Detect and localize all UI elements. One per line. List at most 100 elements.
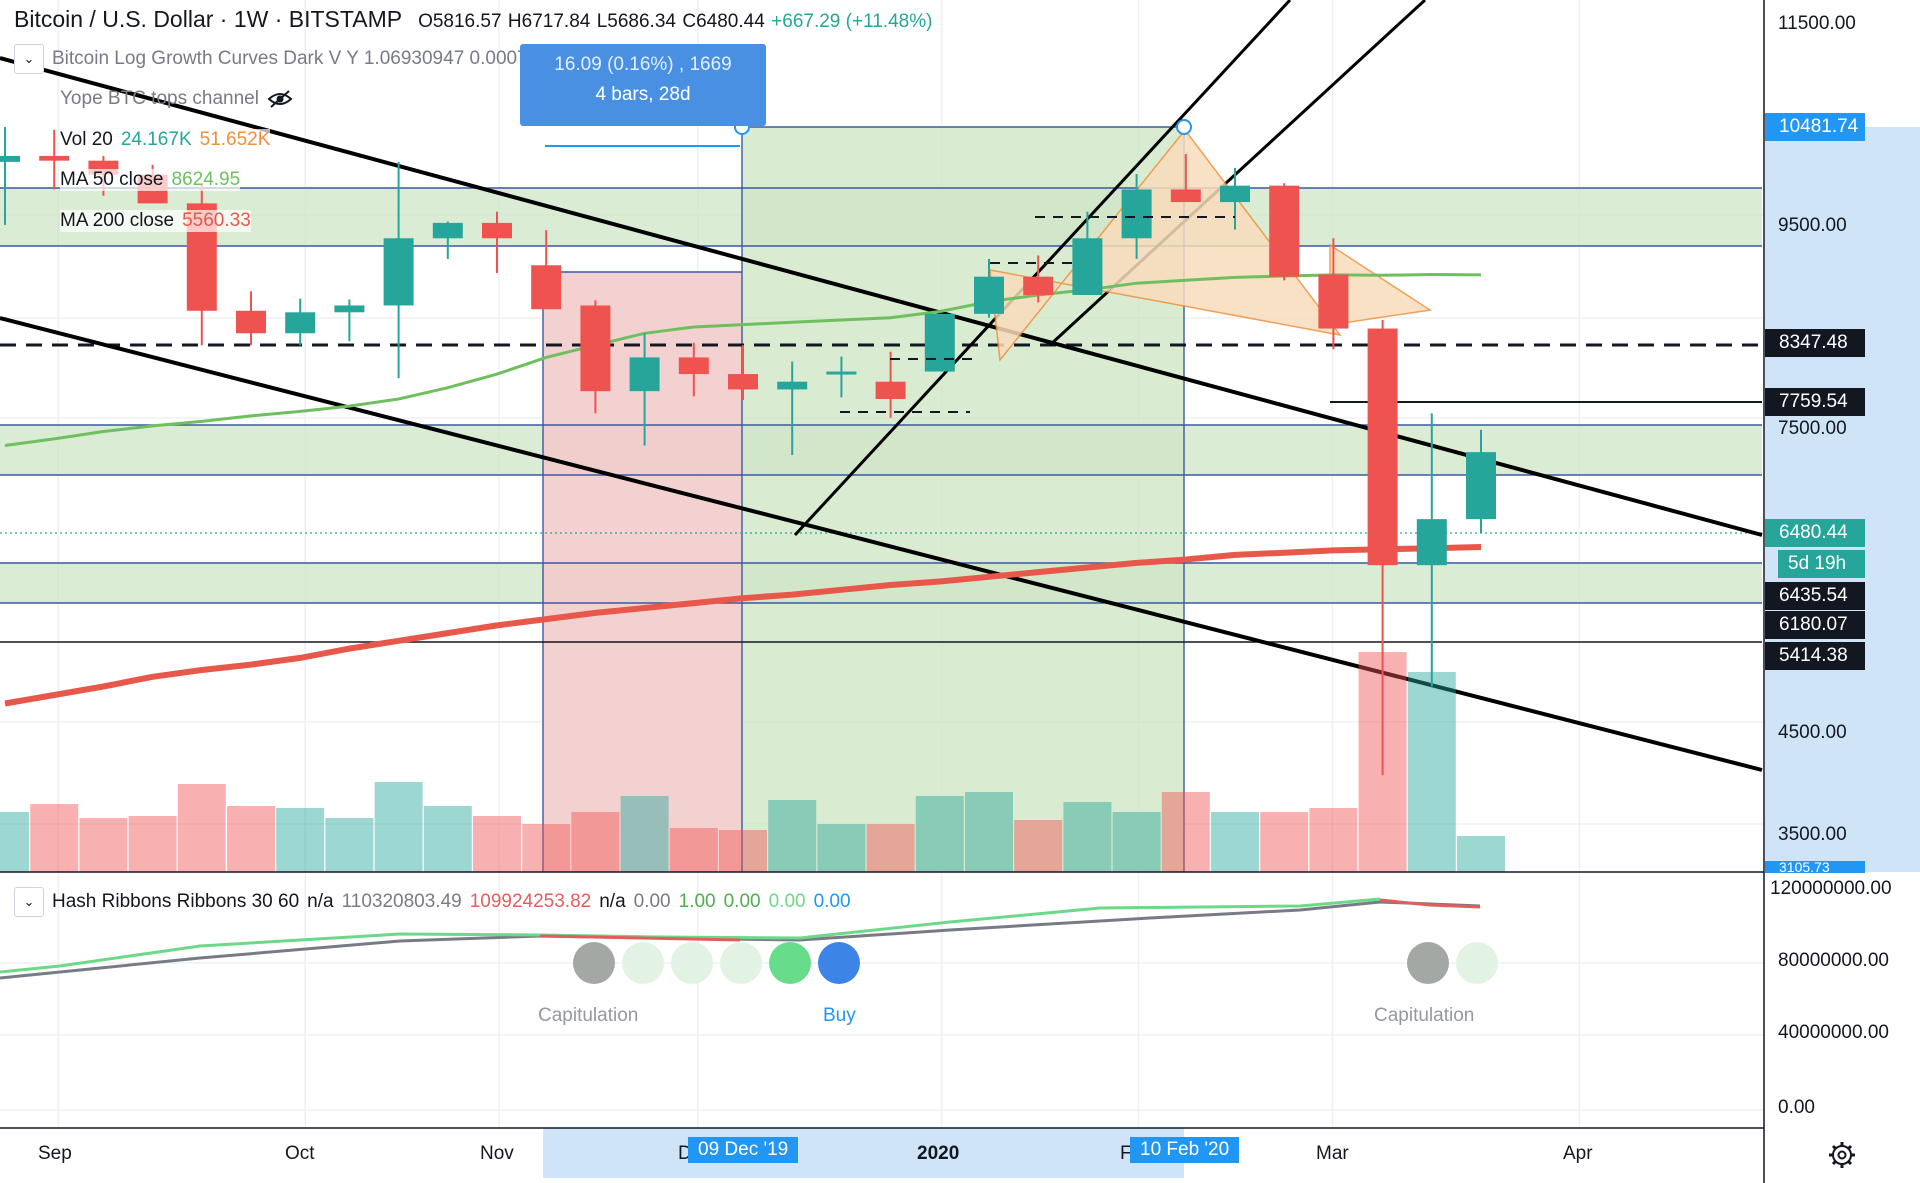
candle-body [0,155,20,162]
candle-body [924,313,955,372]
hash-v8: 0.00 [768,891,806,912]
volume-bar [325,818,374,872]
candle-body [1416,519,1447,566]
volume-bar [817,824,866,872]
candle-body [482,222,512,239]
candle-body [531,265,562,310]
volume-bar [1457,836,1505,872]
volume-bar [1161,792,1210,872]
ohlc-open: O5816.57 [418,11,502,32]
candle-body [334,305,365,313]
volume-bar [1260,812,1309,872]
ma50-value: 8624.95 [171,169,241,190]
volume-bar [423,806,472,872]
volume-bar [669,828,718,872]
ohlc-high: H6717.84 [507,11,591,32]
y-tick: 11500.00 [1778,13,1856,34]
volume-bar [30,804,79,872]
indicator-legend-yope[interactable]: Yope BTC tops channel [60,88,293,110]
y-tick: 4500.00 [1778,722,1847,743]
vol-value-1: 24.167K [120,129,192,150]
price-label-8347: 8347.48 [1765,329,1865,357]
ma200-line [4,544,1482,707]
vol-label: Vol 20 [60,129,113,150]
date-pill-end: 10 Feb '20 [1130,1137,1240,1163]
sidebar-highlight [1765,127,1920,872]
candle-body [383,238,414,306]
volume-bar [915,796,964,872]
volume-bar [965,792,1013,872]
volume-bar [79,818,128,872]
x-tick: Nov [480,1143,514,1164]
x-tick: Apr [1563,1143,1593,1164]
volume-bars [0,652,1505,872]
hash-v6: 1.00 [678,891,716,912]
symbol-header[interactable]: Bitcoin / U.S. Dollar · 1W · BITSTAMP O5… [14,6,932,33]
candle-body [236,310,266,334]
candle-body [1023,276,1054,295]
candle-body [974,276,1004,314]
volume-bar [620,796,669,872]
ma50-label: MA 50 close [60,169,164,190]
volume-bar [571,812,620,872]
symbol-title: Bitcoin / U.S. Dollar · 1W · BITSTAMP [14,6,402,32]
hash-v7: 0.00 [723,891,761,912]
x-tick: Sep [38,1143,72,1164]
hash-y-tick: 0.00 [1778,1097,1815,1118]
candle-body [1318,274,1349,329]
volume-bar [719,830,767,872]
candle-body [285,312,316,334]
volume-bar [866,824,915,872]
candle-body [826,371,857,375]
candle-body [1121,189,1152,239]
ma200-label: MA 200 close [60,210,175,231]
settings-gear-icon[interactable] [1829,1142,1855,1168]
volume-bar [177,784,226,872]
collapse-legend-button[interactable]: ⌄ [14,44,44,74]
price-label-7759: 7759.54 [1765,388,1865,416]
price-label-6435: 6435.54 [1765,582,1865,610]
x-tick: F [1120,1143,1132,1164]
measure-line-1: 16.09 (0.16%) , 1669 [554,54,732,75]
x-tick: 2020 [917,1143,960,1164]
vol-value-2: 51.652K [199,129,271,150]
y-tick: 9500.00 [1778,215,1847,236]
x-tick: Mar [1316,1143,1349,1164]
price-label-5414: 5414.38 [1765,642,1865,670]
candle-body [1170,189,1201,203]
measure-anchor-2[interactable] [1176,119,1192,135]
ma200-value: 5560.33 [182,210,251,231]
volume-bar [1407,672,1456,872]
candle-body [580,305,611,392]
buy-label: Buy [823,1005,856,1026]
bar-countdown: 5d 19h [1778,550,1865,578]
volume-bar [1309,808,1358,872]
hash-ribbons-legend[interactable]: ⌄ Hash Ribbons Ribbons 30 60 n/a 1103208… [14,887,851,917]
price-label-current: 6480.44 [1765,519,1865,547]
candle-body [39,155,70,161]
collapse-hash-button[interactable]: ⌄ [14,887,44,917]
indicator-legend-vol[interactable]: Vol 20 24.167K 51.652K [60,129,271,151]
x-tick: Oct [285,1143,315,1164]
indicator-legend-ma200[interactable]: MA 200 close 5560.33 [60,210,251,232]
capitulation-label-2: Capitulation [1374,1005,1475,1026]
volume-bar [1014,820,1063,872]
hash-label: Hash Ribbons Ribbons 30 60 [52,891,300,912]
price-label-6180: 6180.07 [1765,611,1865,639]
indicator-legend-ma50[interactable]: MA 50 close 8624.95 [60,169,241,191]
volume-bar [768,800,817,872]
candle-body [1269,185,1300,277]
time-axis-highlight [543,1128,1184,1178]
candle-body [728,374,758,390]
candle-body [1072,238,1103,295]
candle-body [629,357,660,392]
volume-bar [227,806,275,872]
hidden-eye-icon[interactable] [267,89,293,109]
mini-levels [840,216,1235,413]
candle-body [1466,452,1496,520]
hash-y-tick: 120000000.00 [1770,878,1892,899]
hash-v9: 0.00 [813,891,851,912]
volume-bar [0,812,29,872]
volume-bar [276,808,325,872]
